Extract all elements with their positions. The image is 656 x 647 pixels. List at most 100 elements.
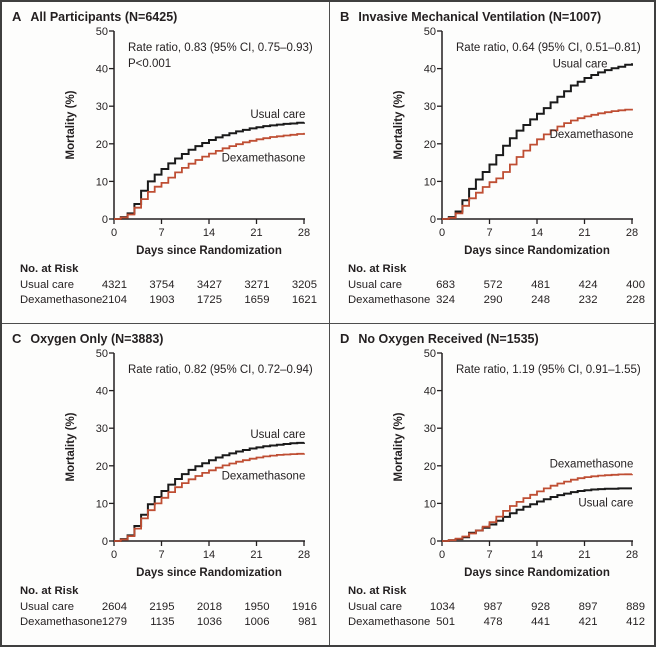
x-axis-title: Days since Randomization [464, 245, 610, 257]
x-tick-label: 7 [486, 549, 492, 561]
x-tick-label: 0 [439, 227, 445, 239]
y-tick-label: 40 [96, 386, 108, 398]
no-at-risk-header: No. at Risk [20, 263, 79, 275]
x-tick-label: 14 [203, 227, 215, 239]
risk-count: 1279 [101, 616, 127, 628]
x-axis-title: Days since Randomization [136, 567, 282, 579]
risk-count: 1034 [429, 601, 455, 613]
x-tick-label: 7 [158, 227, 164, 239]
risk-count: 889 [626, 601, 645, 613]
dexamethasone-curve [114, 452, 305, 542]
risk-count: 424 [578, 279, 598, 291]
risk-count: 228 [626, 294, 645, 306]
y-tick-label: 30 [96, 101, 108, 113]
y-tick-label: 10 [424, 176, 436, 188]
risk-row-dexamethasone-label: Dexamethasone [348, 294, 431, 306]
axes [441, 353, 633, 542]
risk-count: 248 [531, 294, 550, 306]
risk-row-usual-care-label: Usual care [348, 601, 402, 613]
risk-row-usual-care-label: Usual care [348, 279, 402, 291]
x-tick-label: 0 [111, 227, 117, 239]
x-tick-label: 14 [531, 549, 543, 561]
risk-count: 1036 [196, 616, 222, 628]
risk-count: 4321 [101, 279, 127, 291]
panel-d: D No Oxygen Received (N=1535) 0 10 20 30 40 50 0… [330, 324, 654, 645]
risk-count: 572 [483, 279, 503, 291]
y-tick-label: 50 [96, 348, 108, 360]
x-axis-title: Days since Randomization [464, 567, 610, 579]
y-tick-label: 50 [424, 348, 436, 360]
risk-count: 1950 [244, 601, 270, 613]
y-tick-label: 40 [424, 386, 436, 398]
y-tick-label: 20 [96, 139, 108, 151]
mortality-plot-b: 0 10 20 30 40 50 0 7 14 21 28 Mortality (%) Days sin… [393, 26, 641, 257]
usual-care-curve [114, 441, 305, 542]
risk-count: 421 [578, 616, 598, 628]
y-axis-title: Mortality (%) [393, 412, 405, 481]
no-at-risk-table-b: No. at Risk Usual care 683 572 481 424 400 Dexa… [330, 260, 654, 318]
y-tick-label: 20 [96, 461, 108, 473]
risk-count: 478 [483, 616, 503, 628]
y-tick-label: 10 [424, 498, 436, 510]
dexamethasone-curve-label: Dexamethasone [550, 129, 634, 141]
x-tick-label: 28 [298, 227, 310, 239]
y-tick-label: 40 [96, 64, 108, 76]
x-tick-label: 28 [626, 227, 638, 239]
panel-letter: B [340, 9, 350, 24]
panel-d-header: D No Oxygen Received (N=1535) [330, 324, 654, 347]
risk-row-dexamethasone-label: Dexamethasone [20, 616, 103, 628]
x-tick-label: 14 [531, 227, 543, 239]
mortality-plot-c: 0 10 20 30 40 50 0 7 14 21 28 Mortality (%) Days sin… [65, 348, 313, 579]
y-tick-label: 0 [102, 214, 108, 226]
risk-count: 683 [436, 279, 455, 291]
risk-count: 324 [436, 294, 455, 306]
y-tick-label: 0 [102, 536, 108, 548]
panel-c-header: C Oxygen Only (N=3883) [2, 324, 329, 347]
risk-count: 1659 [244, 294, 270, 306]
x-tick-label: 7 [158, 549, 164, 561]
y-tick-label: 0 [430, 536, 436, 548]
risk-count: 3427 [196, 279, 222, 291]
risk-count: 1916 [291, 601, 317, 613]
risk-count: 3754 [149, 279, 175, 291]
panel-c: C Oxygen Only (N=3883) 0 10 20 30 40 50 0 7 14 21 28… [2, 324, 330, 645]
usual-care-curve [114, 121, 305, 220]
y-tick-label: 20 [424, 139, 436, 151]
x-tick-label: 28 [626, 549, 638, 561]
x-tick-label: 0 [111, 549, 117, 561]
p-value-annotation: P<0.001 [128, 58, 171, 70]
y-tick-label: 50 [96, 26, 108, 38]
x-tick-label: 14 [203, 549, 215, 561]
risk-count: 441 [531, 616, 550, 628]
rate-ratio-annotation: Rate ratio, 1.19 (95% CI, 0.91–1.55) [456, 364, 641, 376]
risk-count: 2604 [101, 601, 127, 613]
panel-letter: A [12, 9, 22, 24]
y-tick-label: 10 [96, 498, 108, 510]
y-tick-label: 20 [424, 461, 436, 473]
risk-count: 1135 [150, 616, 175, 628]
risk-count: 290 [483, 294, 503, 306]
usual-care-curve [442, 63, 633, 220]
x-tick-label: 28 [298, 549, 310, 561]
x-tick-label: 7 [486, 227, 492, 239]
risk-count: 981 [298, 616, 317, 628]
risk-count: 1725 [196, 294, 222, 306]
panel-title: No Oxygen Received (N=1535) [358, 332, 539, 346]
risk-count: 897 [578, 601, 598, 613]
no-at-risk-table-a: No. at Risk Usual care 4321 3754 3427 3271 320… [2, 260, 329, 318]
risk-count: 1903 [149, 294, 175, 306]
panel-title: All Participants (N=6425) [30, 10, 178, 24]
no-at-risk-header: No. at Risk [348, 263, 407, 275]
panel-letter: C [12, 331, 22, 346]
dexamethasone-curve [442, 473, 633, 542]
risk-count: 3271 [244, 279, 270, 291]
mortality-plot-d: 0 10 20 30 40 50 0 7 14 21 28 Mortality (%) Days sin… [393, 348, 641, 579]
dexamethasone-curve-label: Dexamethasone [222, 152, 306, 164]
risk-count: 2018 [196, 601, 222, 613]
no-at-risk-header: No. at Risk [348, 585, 407, 597]
risk-count: 1621 [291, 294, 317, 306]
mortality-plot-a: 0 10 20 30 40 50 0 7 14 21 28 Mortality (%) Days sin… [65, 26, 313, 257]
risk-count: 2195 [149, 601, 175, 613]
axes [113, 353, 305, 542]
y-tick-label: 30 [424, 423, 436, 435]
